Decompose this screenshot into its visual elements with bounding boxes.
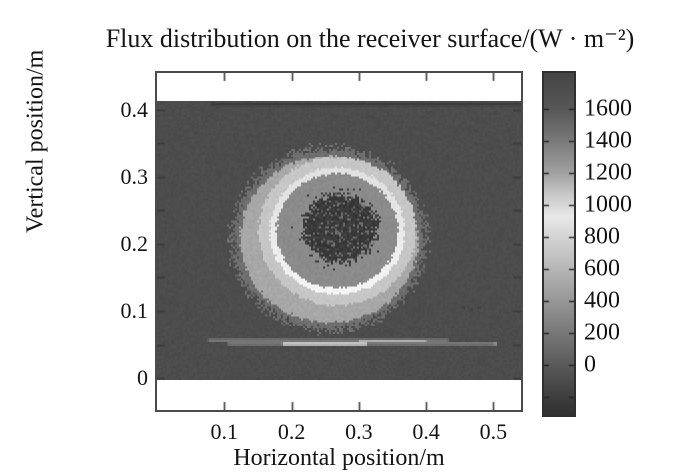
colorbar-tick-label: 1000 <box>584 191 632 218</box>
colorbar-tick-label: 400 <box>584 287 620 314</box>
x-tick-label: 0.4 <box>412 419 440 444</box>
chart-title: Flux distribution on the receiver surfac… <box>105 24 635 53</box>
x-tick-label: 0.2 <box>277 419 306 444</box>
colorbar-canvas <box>544 73 574 415</box>
y-tick-label: 0.2 <box>120 230 149 256</box>
y-tick-label: 0.1 <box>120 297 149 323</box>
colorbar <box>542 71 576 417</box>
colorbar-tick-label: 600 <box>584 255 620 282</box>
colorbar-tick-label: 200 <box>584 319 620 346</box>
colorbar-tick-label: 1600 <box>584 95 632 122</box>
colorbar-tick-label: 800 <box>584 223 620 250</box>
y-tick-label: 0.3 <box>120 163 149 189</box>
x-tick-label: 0.5 <box>479 419 508 444</box>
colorbar-tick-label: 1200 <box>584 159 632 186</box>
axis-ticks-canvas <box>157 73 521 410</box>
y-tick-label: 0.4 <box>120 96 149 122</box>
x-tick-label: 0.1 <box>210 419 239 444</box>
plot-area <box>155 71 523 412</box>
x-tick-label: 0.3 <box>345 419 373 444</box>
colorbar-tick-label: 0 <box>584 351 596 378</box>
y-tick-label: 0 <box>137 365 148 391</box>
colorbar-tick-label: 1400 <box>584 127 632 154</box>
x-axis-label: Horizontal position/m <box>233 445 445 471</box>
